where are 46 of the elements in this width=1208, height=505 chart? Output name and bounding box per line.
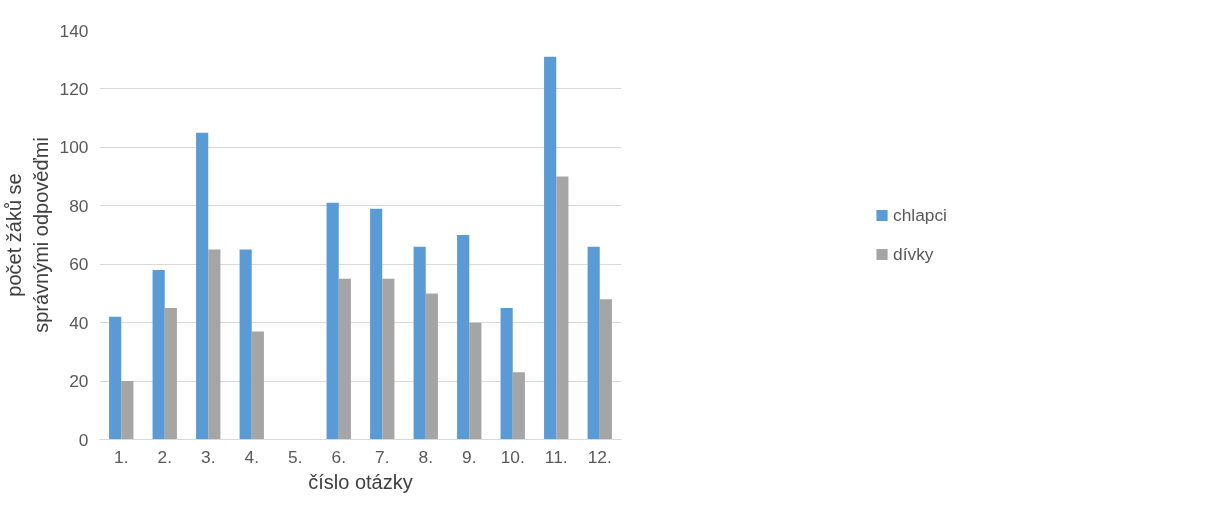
bar (382, 278, 395, 440)
bar (469, 322, 482, 440)
x-tick-label: 3. (201, 446, 216, 467)
x-tick-label: 12. (587, 446, 612, 467)
bar (121, 381, 134, 440)
x-tick-label: 6. (331, 446, 346, 467)
y-tick-label: 40 (69, 312, 89, 333)
x-tick-label: 4. (244, 446, 259, 467)
y-tick-label: 100 (59, 137, 89, 158)
bar (370, 208, 383, 440)
legend-label: chlapci (893, 204, 947, 226)
bar (152, 270, 165, 440)
bar (208, 249, 221, 440)
bar (556, 176, 569, 440)
bar (338, 278, 351, 440)
x-tick-label: 7. (375, 446, 390, 467)
x-tick-label: 2. (157, 446, 172, 467)
y-tick-label: 0 (78, 429, 89, 450)
bar (425, 293, 438, 440)
bar (109, 316, 122, 440)
bar (457, 235, 470, 440)
x-tick-label: 1. (114, 446, 129, 467)
legend-label: dívky (893, 243, 934, 265)
bar (164, 308, 177, 440)
y-tick-label: 140 (59, 20, 89, 41)
bar (326, 202, 339, 440)
x-axis-title: číslo otázky (308, 470, 413, 493)
x-tick-label: 8. (418, 446, 433, 467)
bar (196, 132, 209, 440)
bar (587, 246, 600, 440)
y-tick-label: 80 (69, 195, 89, 216)
x-tick-label: 9. (462, 446, 477, 467)
y-axis-title: počet žáků se správnými odpověďmi (3, 137, 52, 333)
bar (413, 246, 426, 440)
bar (500, 308, 513, 440)
bar (599, 299, 612, 440)
y-tick-label: 20 (69, 371, 89, 392)
bar (512, 372, 525, 440)
x-tick-label: 5. (288, 446, 303, 467)
y-tick-label: 120 (59, 78, 89, 99)
bar (251, 331, 264, 440)
x-tick-label: 10. (500, 446, 525, 467)
x-tick-label: 11. (544, 446, 568, 467)
y-tick-label: 60 (69, 254, 89, 275)
bar (544, 56, 557, 440)
bar (239, 249, 252, 440)
